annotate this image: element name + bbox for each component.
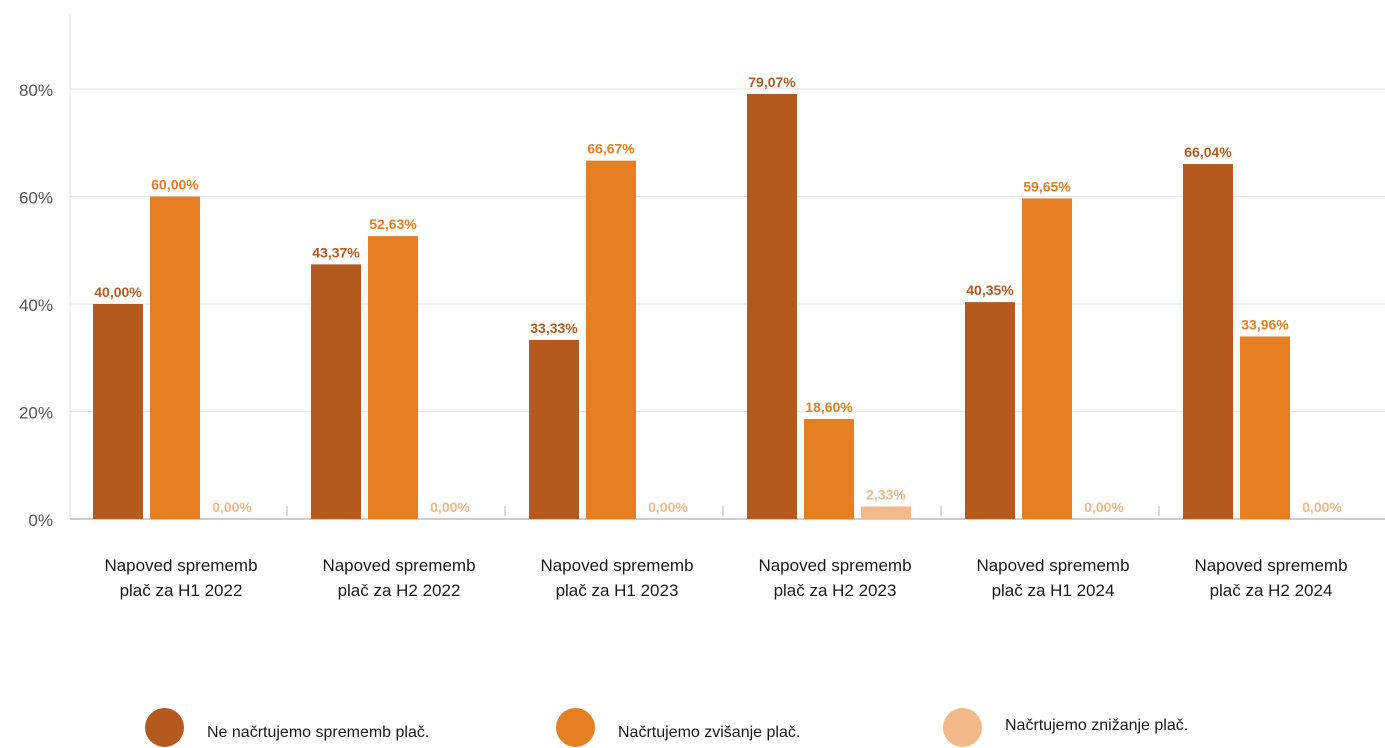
x-tick-label-line: Napoved sprememb bbox=[758, 556, 911, 575]
y-tick-label: 80% bbox=[19, 81, 53, 100]
data-label: 43,37% bbox=[312, 244, 360, 260]
data-label: 0,00% bbox=[648, 499, 688, 515]
data-label: 0,00% bbox=[212, 499, 252, 515]
data-label: 59,65% bbox=[1023, 178, 1071, 194]
x-tick-label: Napoved sprememb plač za H2 2023 bbox=[758, 556, 911, 600]
bar bbox=[1022, 198, 1072, 519]
data-label: 66,04% bbox=[1184, 144, 1232, 160]
bar bbox=[747, 93, 797, 519]
data-label: 79,07% bbox=[748, 74, 796, 90]
data-label: 18,60% bbox=[805, 399, 853, 415]
bar bbox=[861, 506, 911, 519]
data-label: 40,35% bbox=[966, 282, 1014, 298]
y-tick-label: 60% bbox=[19, 189, 53, 208]
bar bbox=[368, 236, 418, 519]
bar bbox=[529, 339, 579, 519]
x-tick-label-line: plač za H1 2023 bbox=[556, 581, 679, 600]
data-label: 2,33% bbox=[866, 486, 906, 502]
data-label: 33,33% bbox=[530, 320, 578, 336]
bar bbox=[586, 160, 636, 519]
x-tick-label: Napoved sprememb plač za H1 2022 bbox=[104, 556, 257, 600]
bar bbox=[804, 419, 854, 519]
legend-label-no-change: Ne načrtujemo sprememb plač. bbox=[207, 724, 430, 741]
legend-label-increase: Načrtujemo zvišanje plač. bbox=[618, 724, 801, 741]
y-tick-label: 40% bbox=[19, 296, 53, 315]
x-tick-label-line: Napoved sprememb bbox=[1194, 556, 1347, 575]
bar bbox=[93, 304, 143, 519]
bar-chart-svg: 0% 20% 40% 60% 80% 40,00% 60,00% 0,00% Napoved s… bbox=[19, 14, 1385, 600]
x-tick-label-line: Napoved sprememb bbox=[540, 556, 693, 575]
x-tick-label-line: plač za H2 2023 bbox=[774, 581, 897, 600]
data-label: 0,00% bbox=[430, 499, 470, 515]
x-tick-label-line: plač za H2 2022 bbox=[338, 581, 461, 600]
legend-label-decrease: Načrtujemo znižanje plač. bbox=[1005, 717, 1189, 734]
data-label: 40,00% bbox=[94, 284, 142, 300]
data-label: 33,96% bbox=[1241, 316, 1289, 332]
x-tick-label-line: Napoved sprememb bbox=[976, 556, 1129, 575]
data-label: 0,00% bbox=[1302, 499, 1342, 515]
x-tick-label: Napoved sprememb plač za H1 2023 bbox=[540, 556, 693, 600]
y-tick-label: 20% bbox=[19, 404, 53, 423]
data-label: 0,00% bbox=[1084, 499, 1124, 515]
bar bbox=[1183, 164, 1233, 519]
bar bbox=[1240, 336, 1290, 519]
data-label: 60,00% bbox=[151, 177, 199, 193]
x-tick-label: Napoved sprememb plač za H1 2024 bbox=[976, 556, 1129, 600]
data-label: 52,63% bbox=[369, 216, 417, 232]
legend-swatch-no-change bbox=[145, 708, 184, 747]
x-tick-label-line: Napoved sprememb bbox=[322, 556, 475, 575]
bar bbox=[150, 196, 200, 519]
legend-swatch-increase bbox=[556, 708, 595, 747]
bar bbox=[311, 264, 361, 519]
x-tick-label-line: plač za H1 2024 bbox=[992, 581, 1115, 600]
legend-swatch-decrease bbox=[943, 708, 982, 747]
x-tick-label-line: Napoved sprememb bbox=[104, 556, 257, 575]
x-tick-label: Napoved sprememb plač za H2 2024 bbox=[1194, 556, 1347, 600]
legend: Ne načrtujemo sprememb plač. Načrtujemo … bbox=[0, 700, 1385, 747]
data-label: 66,67% bbox=[587, 141, 635, 157]
x-tick-label-line: plač za H2 2024 bbox=[1210, 581, 1333, 600]
bar bbox=[965, 302, 1015, 519]
y-tick-label: 0% bbox=[28, 511, 53, 530]
x-tick-label-line: plač za H1 2022 bbox=[120, 581, 243, 600]
x-tick-label: Napoved sprememb plač za H2 2022 bbox=[322, 556, 475, 600]
